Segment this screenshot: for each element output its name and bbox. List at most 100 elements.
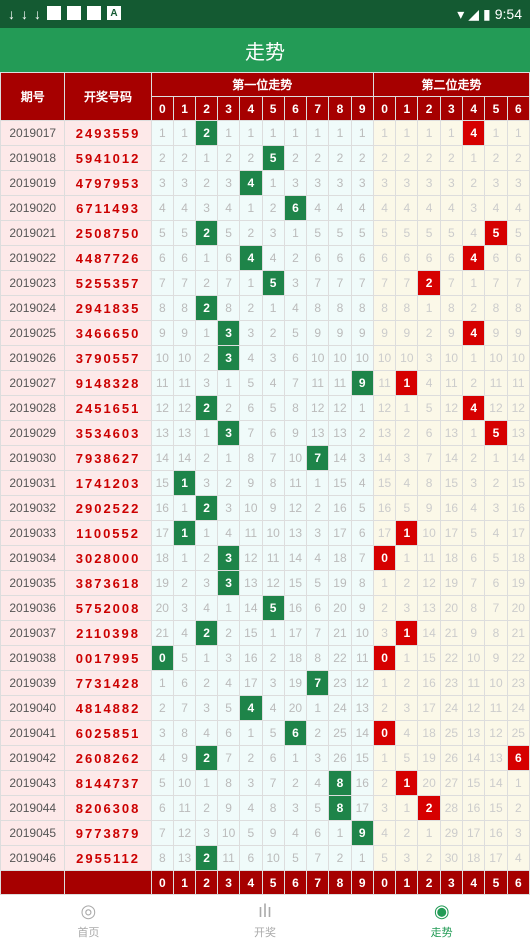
cell-miss1: 2	[240, 746, 262, 771]
clock: 9:54	[495, 6, 522, 22]
cell-miss1: 4	[151, 746, 173, 771]
cell-miss2: 8	[440, 296, 462, 321]
cell-miss1: 7	[351, 271, 373, 296]
trend-table-wrap[interactable]: 期号 开奖号码 第一位走势 第二位走势 01234567890123456 20…	[0, 72, 530, 895]
cell-miss1: 4	[351, 471, 373, 496]
cell-miss1: 12	[329, 396, 351, 421]
cell-code: 2493559	[65, 121, 151, 146]
cell-hit1: 1	[173, 521, 195, 546]
cell-miss1: 6	[173, 246, 195, 271]
nav-kaijiang[interactable]: ılı 开奖	[177, 895, 354, 946]
cell-miss1: 3	[173, 596, 195, 621]
cell-miss2: 10	[485, 346, 507, 371]
cell-miss2: 5	[507, 221, 529, 246]
cell-miss1: 8	[351, 296, 373, 321]
cell-miss1: 4	[217, 521, 239, 546]
cell-miss1: 9	[262, 496, 284, 521]
cell-miss2: 14	[485, 771, 507, 796]
cell-period: 2019030	[1, 446, 65, 471]
cell-miss1: 2	[217, 146, 239, 171]
cell-code: 3873618	[65, 571, 151, 596]
cell-miss1: 2	[173, 146, 195, 171]
cell-code: 0017995	[65, 646, 151, 671]
cell-miss1: 1	[217, 121, 239, 146]
cell-miss2: 1	[463, 146, 485, 171]
cell-miss2: 25	[440, 721, 462, 746]
cell-miss2: 17	[418, 696, 440, 721]
cell-code: 9773879	[65, 821, 151, 846]
cell-period: 2019032	[1, 496, 65, 521]
cell-miss1: 7	[284, 371, 306, 396]
cell-miss1: 12	[173, 396, 195, 421]
cell-miss1: 7	[217, 271, 239, 296]
cell-hit1: 2	[196, 221, 218, 246]
cell-miss2: 4	[463, 496, 485, 521]
cell-miss2: 1	[396, 121, 418, 146]
cell-miss1: 2	[240, 146, 262, 171]
cell-miss1: 1	[240, 196, 262, 221]
cell-miss1: 6	[262, 421, 284, 446]
cell-miss1: 1	[173, 496, 195, 521]
cell-miss1: 2	[307, 146, 329, 171]
table-row: 201903538736181923313121551981212197619	[1, 571, 530, 596]
nav-home[interactable]: ◎ 首页	[0, 895, 177, 946]
cell-miss1: 13	[240, 571, 262, 596]
cell-hit2: 4	[463, 246, 485, 271]
cell-miss1: 4	[240, 796, 262, 821]
cell-period: 2019031	[1, 471, 65, 496]
cell-miss2: 21	[507, 621, 529, 646]
cell-miss1: 12	[284, 496, 306, 521]
cell-miss1: 3	[151, 171, 173, 196]
cell-miss1: 26	[329, 746, 351, 771]
nav-zoushi[interactable]: ◉ 走势	[353, 895, 530, 946]
cell-miss1: 5	[217, 221, 239, 246]
cell-period: 2019028	[1, 396, 65, 421]
cell-miss1: 3	[307, 171, 329, 196]
cell-miss1: 3	[284, 271, 306, 296]
cell-miss1: 4	[307, 196, 329, 221]
cell-miss1: 14	[151, 446, 173, 471]
cell-miss1: 25	[329, 721, 351, 746]
cell-miss2: 2	[373, 771, 395, 796]
cell-miss2: 1	[396, 546, 418, 571]
cell-miss1: 2	[196, 796, 218, 821]
nav-zoushi-label: 走势	[431, 924, 453, 940]
cell-miss2: 15	[373, 471, 395, 496]
cell-miss1: 11	[217, 846, 239, 871]
cell-miss1: 4	[262, 371, 284, 396]
cell-miss1: 1	[240, 721, 262, 746]
cell-miss2: 1	[485, 446, 507, 471]
cell-hit1: 3	[217, 571, 239, 596]
cell-code: 5941012	[65, 146, 151, 171]
cell-code: 2508750	[65, 221, 151, 246]
cell-miss2: 3	[507, 821, 529, 846]
cell-miss1: 11	[240, 521, 262, 546]
table-row: 2019019479795333234133333333233	[1, 171, 530, 196]
cell-miss2: 1	[463, 271, 485, 296]
cell-miss1: 6	[240, 846, 262, 871]
cell-miss1: 13	[151, 421, 173, 446]
cell-miss2: 7	[485, 271, 507, 296]
cell-miss1: 8	[240, 446, 262, 471]
cell-miss1: 13	[173, 846, 195, 871]
cell-miss2: 3	[440, 171, 462, 196]
download-icon: ↓	[21, 6, 28, 22]
cell-miss1: 5	[151, 771, 173, 796]
cell-miss1: 3	[196, 371, 218, 396]
cell-miss1: 1	[329, 821, 351, 846]
cell-miss2: 4	[507, 196, 529, 221]
cell-miss1: 8	[307, 646, 329, 671]
cell-miss1: 21	[151, 621, 173, 646]
cell-miss2: 14	[507, 446, 529, 471]
cell-miss2: 19	[418, 746, 440, 771]
cell-miss1: 4	[240, 346, 262, 371]
cell-miss1: 15	[151, 471, 173, 496]
table-row: 2019031174120315132981111541548153215	[1, 471, 530, 496]
cell-hit1: 5	[262, 596, 284, 621]
cell-miss2: 2	[463, 171, 485, 196]
cell-miss2: 8	[485, 296, 507, 321]
cell-miss2: 10	[440, 346, 462, 371]
cell-miss1: 12	[262, 571, 284, 596]
cell-miss1: 10	[262, 846, 284, 871]
cell-miss1: 3	[173, 171, 195, 196]
